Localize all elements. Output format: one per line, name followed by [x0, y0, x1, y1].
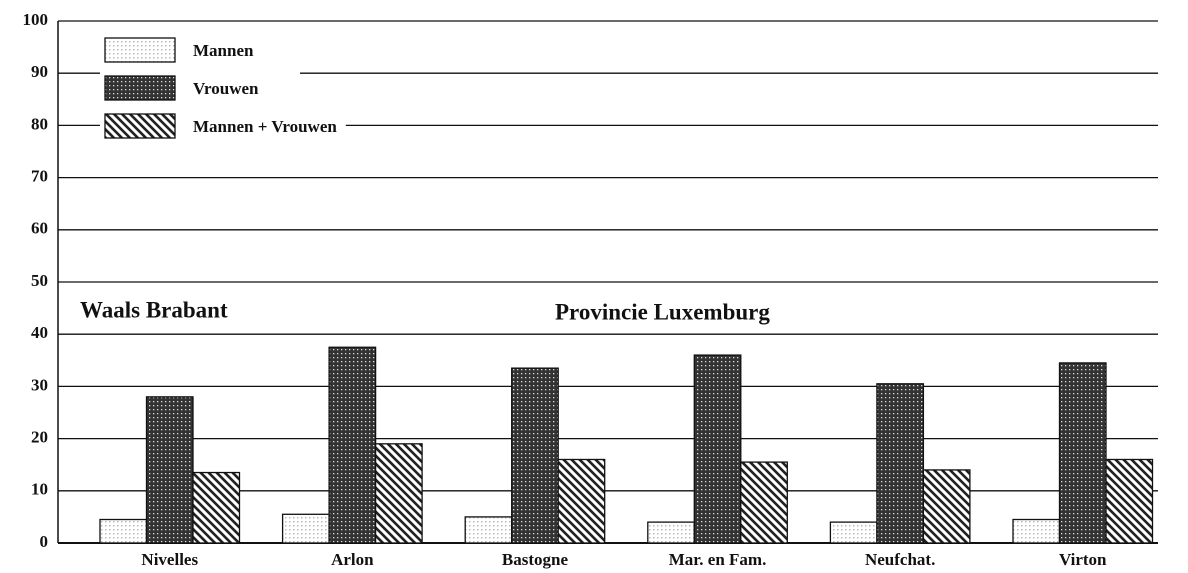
y-tick-label: 80 [31, 114, 48, 133]
bar [922, 469, 971, 544]
y-tick-label: 70 [31, 167, 48, 186]
legend-bg [176, 38, 263, 64]
bar [740, 461, 788, 544]
bar [99, 518, 148, 544]
y-tick-label: 10 [31, 480, 48, 499]
bar [328, 346, 377, 544]
legend-bg [176, 114, 346, 140]
bar [1058, 362, 1107, 544]
annotation: Waals Brabant [80, 297, 228, 322]
x-tick-label: Mar. en Fam. [669, 550, 767, 569]
bar [511, 367, 559, 544]
y-tick-label: 50 [31, 271, 48, 290]
bar [829, 521, 878, 544]
bar [192, 471, 241, 544]
y-tick-label: 30 [31, 375, 48, 394]
legend-swatch [104, 113, 176, 139]
x-tick-label: Arlon [331, 550, 374, 569]
annotation: Provincie Luxemburg [555, 299, 770, 324]
y-tick-label: 0 [40, 532, 49, 551]
y-tick-label: 60 [31, 219, 48, 238]
bar [374, 443, 423, 544]
y-tick-label: 100 [23, 10, 49, 29]
x-tick-label: Nivelles [141, 550, 198, 569]
y-tick-label: 90 [31, 62, 48, 81]
bar [647, 521, 695, 544]
bar [557, 458, 606, 544]
legend-label: Mannen [193, 41, 254, 60]
x-tick-label: Virton [1059, 550, 1107, 569]
bar [145, 396, 194, 544]
bar [281, 513, 330, 544]
y-tick-label: 20 [31, 428, 48, 447]
legend-bg [176, 76, 268, 102]
bar [876, 383, 925, 544]
legend-label: Mannen + Vrouwen [193, 117, 337, 136]
x-tick-label: Bastogne [502, 550, 569, 569]
bar [464, 516, 513, 544]
legend-label: Vrouwen [193, 79, 259, 98]
legend-swatch [104, 37, 176, 63]
legend-swatch [104, 75, 176, 101]
bar [1105, 458, 1154, 544]
x-tick-label: Neufchat. [865, 550, 935, 569]
y-tick-label: 40 [31, 323, 48, 342]
bar [693, 354, 742, 544]
bar [1012, 518, 1061, 544]
